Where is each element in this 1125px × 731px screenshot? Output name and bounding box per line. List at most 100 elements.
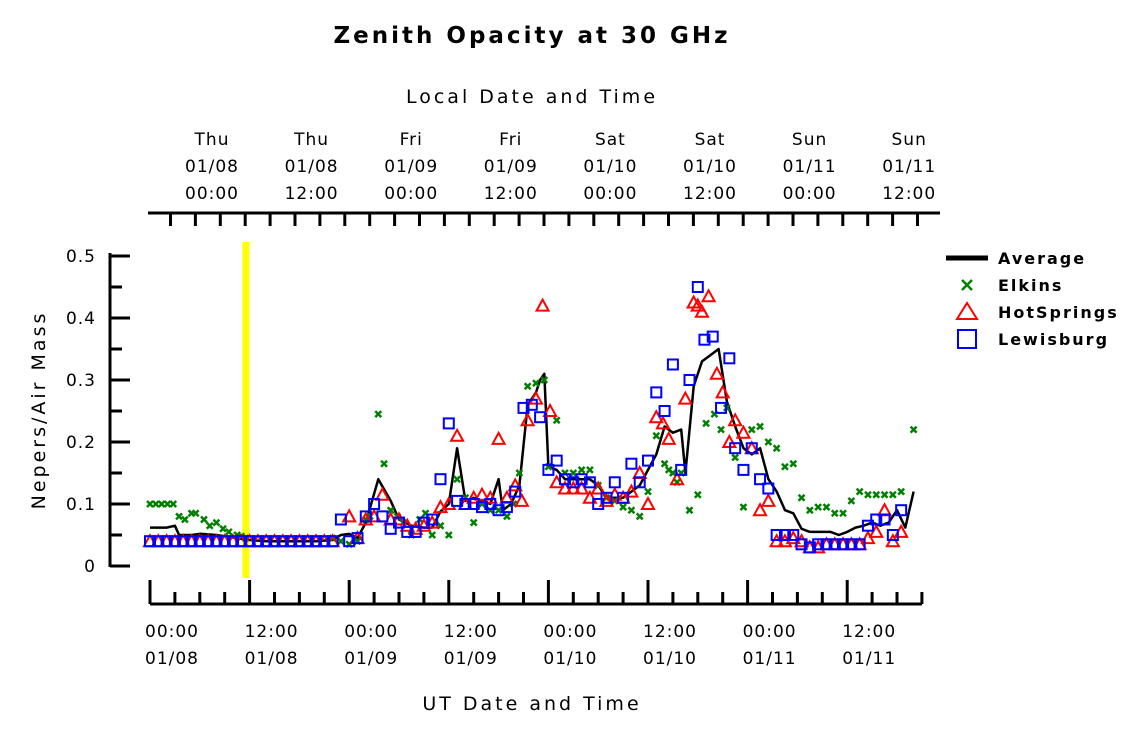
top-tick-date: 01/10: [683, 157, 737, 177]
elkins-point: [212, 518, 221, 527]
elkins-point: [797, 493, 806, 502]
current-time-marker: [242, 242, 250, 578]
lewisburg-point: [525, 398, 538, 411]
elkins-point: [739, 503, 748, 511]
lewisburg-point: [745, 442, 758, 455]
lewisburg-point: [754, 473, 767, 486]
lewisburg-point: [334, 513, 347, 526]
top-tick-date: 01/09: [484, 157, 538, 177]
hotsprings-point: [474, 486, 490, 501]
elkins-point: [469, 518, 478, 527]
elkins-point: [494, 506, 503, 515]
lewisburg-point: [434, 473, 447, 486]
lewisburg-point: [509, 485, 522, 498]
lewisburg-point: [617, 491, 630, 504]
lewisburg-point: [517, 401, 530, 414]
elkins-point: [764, 438, 773, 446]
hotsprings-point: [690, 297, 706, 312]
lewisburg-point: [723, 352, 736, 365]
legend: Average Elkins HotSprings Lewisburg: [946, 249, 1117, 349]
hotsprings-point: [542, 402, 558, 417]
bottom-tick-date: 01/11: [842, 649, 896, 669]
lewisburg-point: [575, 473, 588, 486]
y-tick-label: 0.2: [66, 433, 96, 453]
top-tick-day: Fri: [499, 130, 522, 150]
elkins-point: [503, 512, 511, 521]
hotsprings-point: [677, 390, 694, 405]
lewisburg-point: [235, 535, 248, 548]
lewisburg-point: [500, 501, 513, 514]
lewisburg-point: [737, 463, 750, 476]
hotsprings-point: [374, 486, 391, 501]
hotsprings-point: [514, 492, 530, 507]
elkins-point: [756, 422, 764, 431]
lewisburg-point: [666, 358, 679, 371]
lewisburg-point: [218, 535, 231, 548]
hotsprings-point: [490, 430, 507, 445]
average-line: [150, 347, 915, 543]
elkins-point: [830, 509, 839, 518]
elkins-point: [219, 524, 227, 533]
lewisburg-point: [870, 513, 883, 526]
lewisburg-point: [168, 535, 181, 548]
elkins-point: [717, 425, 725, 434]
lewisburg-point: [368, 498, 381, 510]
lewisburg-point: [592, 498, 605, 510]
top-tick-day: Sat: [695, 130, 726, 150]
elkins-point: [532, 379, 540, 387]
elkins-point: [627, 506, 636, 515]
hotsprings-point: [661, 430, 677, 445]
elkins-point: [569, 469, 578, 477]
top-tick-day: Sat: [595, 130, 626, 150]
lewisburg-point: [608, 476, 621, 489]
lewisburg-point: [451, 494, 464, 507]
y-tick-label: 0.1: [66, 495, 96, 515]
elkins-point: [839, 509, 847, 518]
hotsprings-point: [449, 427, 465, 442]
bottom-tick-time: 00:00: [145, 622, 199, 642]
x-axis-title: UT Date and Time: [422, 693, 641, 715]
lewisburg-point: [633, 476, 646, 489]
top-tick-time: 00:00: [384, 184, 438, 204]
hotsprings-point: [640, 495, 656, 510]
lewisburg-point: [285, 535, 298, 548]
lewisburg-point: [227, 535, 239, 548]
elkins-point: [702, 419, 710, 428]
top-axis-title: Local Date and Time: [406, 86, 658, 108]
top-tick-day: Thu: [293, 130, 329, 150]
hotsprings-point: [391, 511, 407, 526]
lewisburg-point: [144, 535, 156, 548]
lewisburg-point: [853, 538, 866, 551]
lewisburg-point: [787, 529, 800, 541]
lewisburg-point: [185, 535, 198, 548]
hotsprings-point: [715, 384, 731, 399]
lewisburg-point: [417, 516, 430, 529]
hotsprings-point: [700, 288, 717, 303]
lewisburg-point: [492, 504, 505, 517]
lewisburg-point: [845, 538, 858, 551]
elkins-point: [822, 503, 831, 511]
lewisburg-point: [837, 538, 850, 551]
bottom-tick-date: 01/11: [743, 649, 797, 669]
lewisburg-point: [318, 535, 331, 548]
lewisburg-point: [459, 498, 472, 510]
hotsprings-point: [735, 424, 752, 439]
legend-label-average: Average: [998, 249, 1086, 268]
lewisburg-point: [895, 504, 908, 517]
lewisburg-point: [820, 538, 833, 551]
lewisburg-point: [310, 535, 322, 548]
elkins-point: [880, 490, 889, 499]
elkins-point: [872, 490, 881, 499]
lewisburg-point: [351, 532, 364, 545]
lewisburg-point: [828, 538, 841, 551]
lewisburg-point: [484, 498, 497, 510]
elkins-point: [669, 469, 677, 477]
elkins-point: [772, 444, 781, 453]
bottom-tick-date: 01/09: [344, 649, 398, 669]
lewisburg-point: [376, 510, 389, 523]
lewisburg-point: [293, 535, 306, 548]
top-tick-date: 01/11: [882, 157, 936, 177]
bottom-tick-date: 01/08: [245, 649, 299, 669]
lewisburg-point: [409, 525, 422, 538]
